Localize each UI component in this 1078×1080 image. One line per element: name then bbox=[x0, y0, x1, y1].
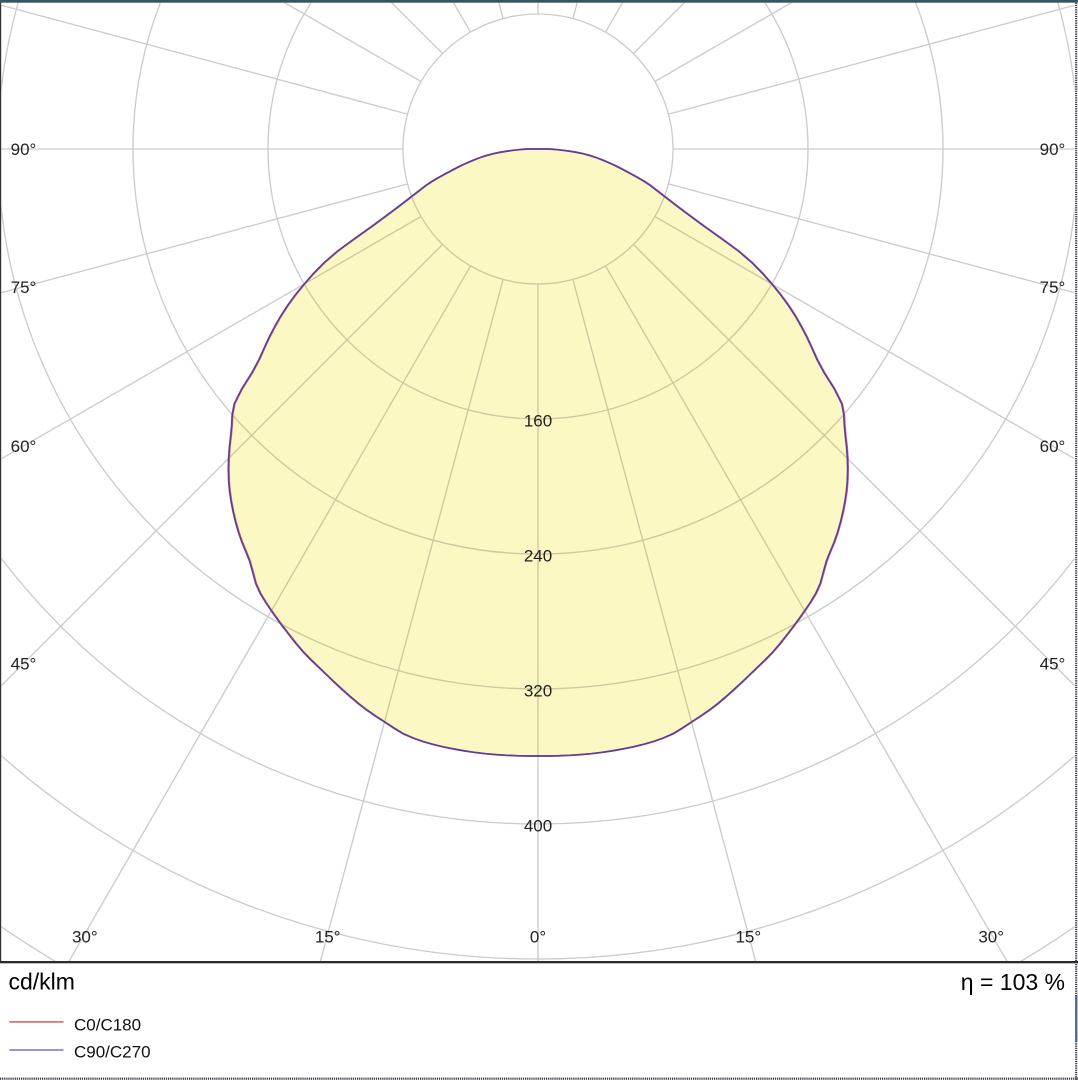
svg-text:45°: 45° bbox=[11, 655, 37, 674]
svg-text:15°: 15° bbox=[735, 928, 761, 947]
svg-text:cd/klm: cd/klm bbox=[9, 969, 75, 995]
svg-text:C0/C180: C0/C180 bbox=[74, 1016, 141, 1035]
svg-text:60°: 60° bbox=[11, 437, 37, 456]
svg-text:η = 103 %: η = 103 % bbox=[961, 969, 1065, 995]
svg-text:240: 240 bbox=[524, 547, 552, 566]
svg-text:15°: 15° bbox=[315, 928, 341, 947]
svg-text:400: 400 bbox=[524, 817, 552, 836]
svg-text:75°: 75° bbox=[1040, 278, 1066, 297]
svg-text:60°: 60° bbox=[1040, 437, 1066, 456]
svg-text:320: 320 bbox=[524, 682, 552, 701]
svg-text:90°: 90° bbox=[11, 140, 37, 159]
svg-text:30°: 30° bbox=[72, 928, 98, 947]
svg-text:75°: 75° bbox=[11, 278, 37, 297]
svg-text:30°: 30° bbox=[978, 928, 1004, 947]
svg-text:160: 160 bbox=[524, 412, 552, 431]
svg-text:45°: 45° bbox=[1040, 655, 1066, 674]
svg-text:90°: 90° bbox=[1040, 140, 1066, 159]
svg-text:C90/C270: C90/C270 bbox=[74, 1042, 151, 1061]
svg-text:0°: 0° bbox=[530, 928, 546, 947]
